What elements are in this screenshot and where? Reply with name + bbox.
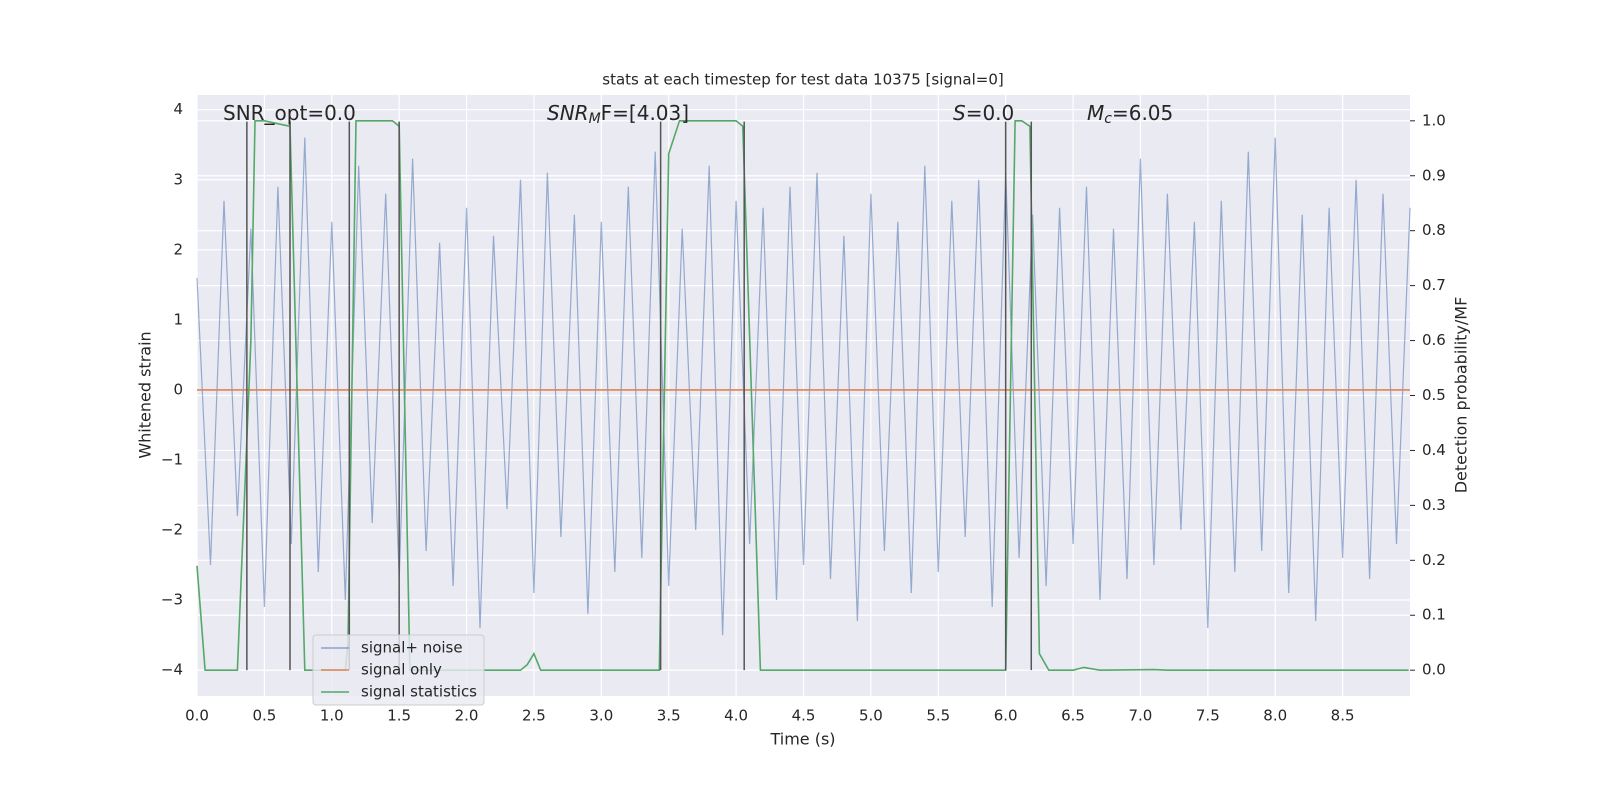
annotation-rest: =0.0 [966,101,1015,125]
y-tick-label: −1 [161,450,183,468]
x-tick-label: 4.5 [792,707,816,725]
series-line [196,120,1409,672]
x-tick-label: 3.5 [657,707,681,725]
y-tick-label: 3 [173,170,183,188]
y2-tick-label: 0.8 [1422,221,1446,239]
annotation-sub: M [589,111,601,127]
annotation: Mc=6.05 [1087,101,1173,128]
y2-tick-label: 0.4 [1422,441,1446,459]
y2-tick-label: 0.3 [1422,496,1446,514]
x-tick-label: 0.0 [185,707,209,725]
annotation-main: S [953,101,966,125]
annotation: SNR_opt=0.0 [223,101,356,125]
annotation-rest: F=[4.03] [601,101,689,125]
annotation-rest: =6.05 [1112,101,1173,125]
x-tick-label: 2.5 [522,707,546,725]
y2-tick-label: 0.5 [1422,386,1446,404]
annotation-main: M [1087,101,1104,125]
y2-tick-label: 0.0 [1422,661,1446,679]
y2-tick-label: 0.2 [1422,551,1446,569]
legend-box [312,634,485,706]
x-tick-label: 7.5 [1196,707,1220,725]
annotation: S=0.0 [953,101,1014,125]
x-tick-label: 1.0 [320,707,344,725]
x-tick-label: 8.0 [1263,707,1287,725]
x-tick-label: 4.0 [724,707,748,725]
y-tick-label: −2 [161,520,183,538]
x-tick-label: 5.5 [926,707,950,725]
y-axis-label: Whitened strain [136,331,155,458]
legend-label: signal only [361,661,442,679]
x-tick-label: 6.5 [1061,707,1085,725]
y-tick-label: 2 [173,240,183,258]
x-tick-label: 7.0 [1129,707,1153,725]
x-tick-label: 2.0 [455,707,479,725]
y2-tick-label: 0.7 [1422,276,1446,294]
annotation: SNRMF=[4.03] [547,101,689,128]
y-tick-label: 0 [173,380,183,398]
annotation-sub: c [1104,111,1112,127]
x-tick-label: 6.0 [994,707,1018,725]
x-axis-label: Time (s) [769,730,835,749]
y2-axis-label: Detection probability/MF [1452,297,1471,494]
y-tick-label: 4 [173,100,183,118]
y-tick-label: −3 [161,591,183,609]
annotation-main: SNR_opt=0.0 [223,101,356,125]
y-tick-label: −4 [161,661,183,679]
y-tick-label: 1 [173,310,183,328]
x-tick-label: 8.5 [1331,707,1355,725]
x-tick-label: 0.5 [252,707,276,725]
chart-title: stats at each timestep for test data 103… [602,71,1003,89]
legend-label: signal+ noise [361,639,463,657]
legend-label: signal statistics [361,683,477,701]
y2-tick-label: 0.6 [1422,331,1446,349]
annotation-main: SNR [547,101,589,125]
x-tick-label: 1.5 [387,707,411,725]
y2-tick-label: 1.0 [1422,111,1446,129]
y2-tick-label: 0.9 [1422,166,1446,184]
x-tick-label: 5.0 [859,707,883,725]
y2-tick-label: 0.1 [1422,606,1446,624]
x-tick-label: 3.0 [589,707,613,725]
